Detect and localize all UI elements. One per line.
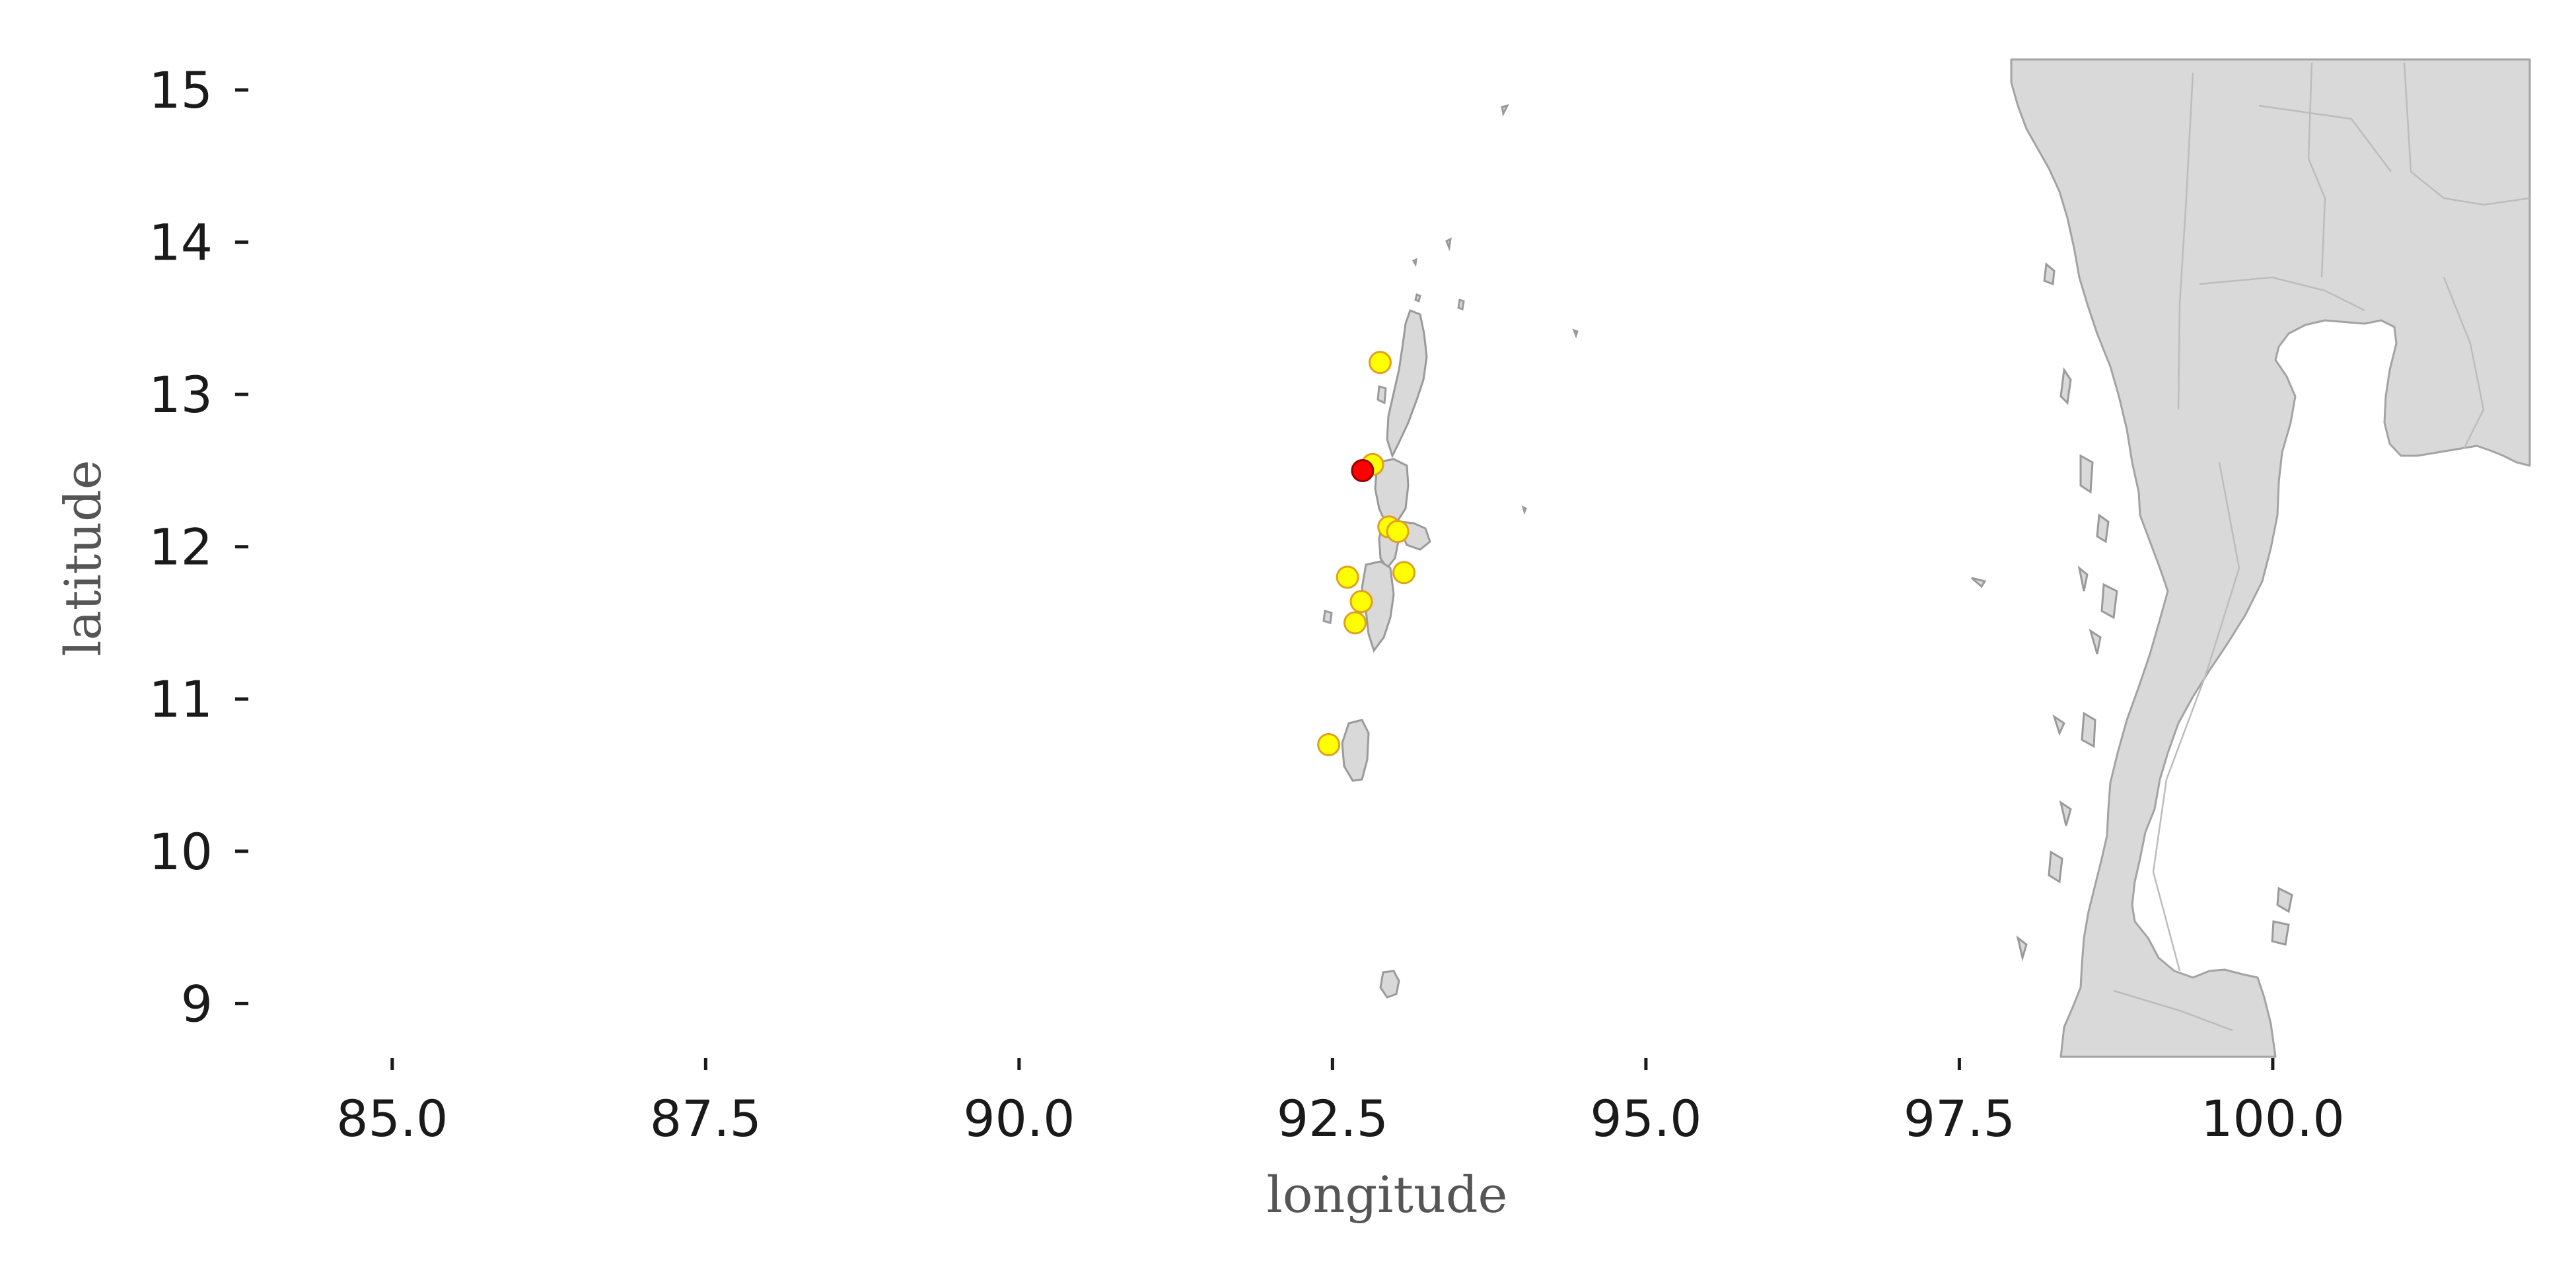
x-tick-label: 87.5	[650, 1089, 762, 1148]
island-little-andaman	[1341, 719, 1370, 782]
island-narcondam	[1572, 328, 1579, 339]
andaman-islands	[1322, 104, 1579, 999]
island-landfall	[1377, 385, 1387, 405]
y-tick-label: 14	[149, 213, 213, 272]
island-interview	[1414, 293, 1421, 303]
island-car-nicobar	[1379, 970, 1400, 999]
coastal-island	[2043, 262, 2056, 286]
coastal-island	[2077, 565, 2089, 592]
internal-border	[2443, 277, 2485, 450]
x-tick-label: 92.5	[1277, 1089, 1388, 1148]
coastal-island	[2059, 367, 2072, 406]
coastal-island	[2276, 886, 2293, 913]
coastal-island	[2052, 714, 2065, 736]
island-north-andaman	[1386, 309, 1428, 458]
y-tick-label: 12	[149, 518, 213, 577]
internal-border	[2403, 62, 2530, 206]
island-islet	[1412, 258, 1417, 268]
coastal-island	[2059, 800, 2072, 826]
earthquake-marker-yellow[interactable]	[1317, 733, 1341, 756]
island-islet	[1445, 237, 1452, 252]
island-rutland	[1322, 610, 1333, 624]
coastal-island	[2089, 628, 2102, 655]
earthquake-marker-yellow[interactable]	[1386, 520, 1410, 544]
y-axis-label: latitude	[54, 460, 112, 657]
mainland-landmass	[2010, 58, 2531, 1058]
coastal-island	[2271, 920, 2290, 946]
earthquake-marker-yellow[interactable]	[1368, 351, 1392, 375]
internal-border	[2177, 72, 2194, 410]
x-axis: 85.0 87.5 90.0 92.5 95.0 97.5 100.0	[336, 1058, 2345, 1148]
y-tick-label: 10	[149, 822, 213, 881]
earthquake-marker-yellow[interactable]	[1343, 611, 1367, 635]
y-tick-label: 11	[149, 670, 213, 729]
coastal-island	[1971, 577, 1987, 589]
internal-border	[2258, 104, 2392, 172]
coastal-island	[2016, 935, 2028, 962]
internal-border	[2307, 62, 2326, 278]
island-middle-andaman	[1374, 458, 1410, 524]
x-tick-label: 85.0	[336, 1089, 448, 1148]
x-tick-label: 90.0	[963, 1089, 1075, 1148]
earthquake-markers	[1317, 351, 1416, 756]
internal-border	[2199, 276, 2365, 312]
island-preparis	[1457, 299, 1465, 310]
earthquake-marker-yellow[interactable]	[1392, 561, 1416, 585]
earthquake-marker-red[interactable]	[1351, 458, 1375, 482]
island-barren	[1521, 505, 1527, 515]
earthquake-marker-yellow[interactable]	[1336, 565, 1359, 589]
island-coco	[1501, 104, 1509, 117]
y-tick-label: 15	[149, 61, 213, 120]
x-tick-label: 100.0	[2201, 1089, 2345, 1148]
y-axis: 9 10 11 12 13 14 15	[149, 61, 248, 1033]
earthquake-marker-yellow[interactable]	[1349, 590, 1373, 614]
y-tick-label: 9	[181, 974, 213, 1033]
internal-border	[2113, 989, 2233, 1032]
x-tick-label: 97.5	[1904, 1089, 2015, 1148]
coastal-island	[2096, 513, 2110, 544]
coastal-island	[2100, 583, 2118, 620]
x-tick-label: 95.0	[1590, 1089, 1701, 1148]
coastal-island	[2081, 711, 2096, 748]
y-tick-label: 13	[149, 365, 213, 424]
basemap	[1971, 58, 2531, 1058]
coastal-island	[2048, 850, 2063, 884]
x-axis-label: longitude	[1266, 1165, 1507, 1224]
coastal-island	[2079, 454, 2094, 494]
internal-border	[2152, 462, 2240, 972]
